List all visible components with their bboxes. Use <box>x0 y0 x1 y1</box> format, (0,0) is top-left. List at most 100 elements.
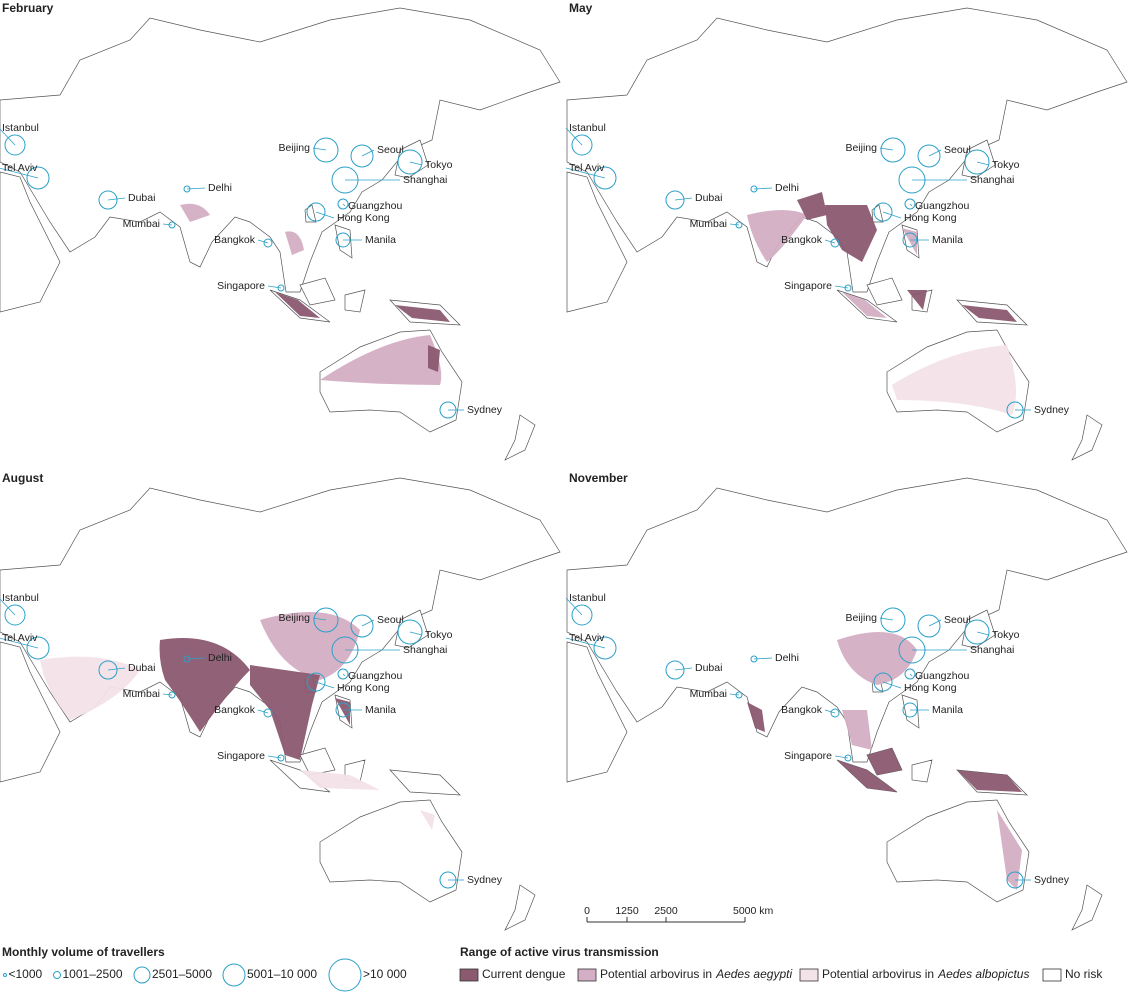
traveller-circle <box>26 166 50 190</box>
leader-line <box>409 161 423 166</box>
risk-area <box>275 292 320 318</box>
traveller-circle <box>4 604 26 626</box>
city-label: Hong Kong <box>904 682 957 694</box>
leader-line <box>834 755 849 759</box>
legend-label: <1000 <box>9 967 43 981</box>
traveller-circle <box>880 607 906 633</box>
city-label: Singapore <box>784 750 832 762</box>
city-label: Mumbai <box>690 688 727 700</box>
city-label: Mumbai <box>690 218 727 230</box>
landmass <box>566 477 1128 931</box>
map-panel: February Istanbul Tel Aviv Dubai Mumbai Delhi… <box>0 1 561 461</box>
city-label: Beijing <box>845 612 877 624</box>
map-panel: August Istanbul Tel Aviv Dubai Mumbai Delhi Ba… <box>0 471 561 931</box>
leader-line <box>0 637 39 649</box>
traveller-circle <box>26 636 50 660</box>
risk-area <box>842 710 872 750</box>
city-label: Hong Kong <box>337 212 390 224</box>
traveller-circle <box>593 636 617 660</box>
legend-label: Current dengue <box>482 967 566 981</box>
leader-line <box>312 147 327 151</box>
traveller-circle <box>844 754 852 762</box>
traveller-circle <box>335 702 351 718</box>
risk-area <box>420 810 435 830</box>
leader-line <box>342 673 346 677</box>
city-label: Singapore <box>217 750 265 762</box>
city-label: Tokyo <box>425 159 453 171</box>
traveller-circle <box>571 134 593 156</box>
leader-line <box>879 617 894 621</box>
city-label: Bangkok <box>781 234 823 246</box>
traveller-circle <box>830 708 840 718</box>
city-label: Manila <box>365 234 396 246</box>
city-label: Guangzhou <box>915 670 969 682</box>
legend-label: No risk <box>1065 967 1103 981</box>
traveller-circle <box>263 708 273 718</box>
city-label: Manila <box>365 704 396 716</box>
risk-area <box>300 770 380 790</box>
city-label: Guangzhou <box>348 670 402 682</box>
risk-area <box>825 205 877 262</box>
traveller-circle <box>902 702 918 718</box>
legend-circle <box>3 973 7 977</box>
leader-line <box>162 693 173 696</box>
legend-swatch <box>459 968 479 982</box>
risk-area <box>867 748 902 775</box>
traveller-circle <box>1006 871 1024 889</box>
city-label: Beijing <box>845 142 877 154</box>
traveller-circle <box>593 166 617 190</box>
city-label: Seoul <box>944 614 971 626</box>
city-label: Hong Kong <box>904 212 957 224</box>
traveller-circle <box>168 691 176 699</box>
map-panel: November Istanbul Tel Aviv Dubai Mumbai Delhi… <box>565 471 1128 931</box>
traveller-circle <box>98 660 118 680</box>
city-label: Sydney <box>1034 874 1070 886</box>
leader-line <box>879 147 894 151</box>
city-label: Guangzhou <box>915 200 969 212</box>
city-label: Bangkok <box>214 234 256 246</box>
legend-species: Aedes albopictus <box>937 967 1029 981</box>
traveller-circle <box>98 190 118 210</box>
city-label: Tel Aviv <box>569 162 605 174</box>
traveller-circle <box>904 668 916 680</box>
risk-area <box>842 292 887 318</box>
city-label: Delhi <box>775 652 799 664</box>
city-label: Beijing <box>278 612 310 624</box>
leader-line <box>0 128 16 146</box>
traveller-circle <box>313 137 339 163</box>
legend-label: 2501–5000 <box>152 967 212 981</box>
traveller-circle <box>306 202 326 222</box>
risk-area <box>892 345 1016 415</box>
city-label: Seoul <box>944 144 971 156</box>
leader-line <box>342 203 346 207</box>
map-panel: May Istanbul Tel Aviv Dubai Mumbai Delhi Bangk… <box>565 1 1128 461</box>
risk-area <box>997 810 1022 890</box>
risk-area <box>395 305 450 322</box>
legend-label: 1001–2500 <box>63 967 123 981</box>
legend-swatch <box>799 968 819 982</box>
city-label: Tokyo <box>992 159 1020 171</box>
traveller-circle <box>964 619 990 645</box>
traveller-circle <box>873 202 893 222</box>
landmass <box>0 7 561 461</box>
legend-swatch <box>1042 968 1062 982</box>
leader-line <box>565 637 606 649</box>
scale-label: 1250 <box>615 905 639 917</box>
panel-title: February <box>2 1 54 15</box>
city-label: Tel Aviv <box>2 632 38 644</box>
risk-area <box>428 345 440 372</box>
traveller-circle <box>439 401 457 419</box>
city-label: Dubai <box>695 192 722 204</box>
legend-circle <box>328 958 362 992</box>
risk-area <box>260 612 360 680</box>
risk-area <box>962 305 1017 322</box>
leader-line <box>409 631 423 636</box>
legend-circle <box>222 963 246 987</box>
city-label: Shanghai <box>403 644 447 656</box>
city-label: Sydney <box>467 874 503 886</box>
city-label: Istanbul <box>569 592 606 604</box>
traveller-circle <box>183 185 191 193</box>
city-label: Seoul <box>377 614 404 626</box>
legend-swatch <box>577 968 597 982</box>
